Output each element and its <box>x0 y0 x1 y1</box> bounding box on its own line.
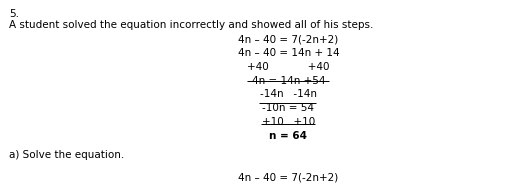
Text: 4n – 40 = 14n + 14: 4n – 40 = 14n + 14 <box>237 48 339 58</box>
Text: 5.: 5. <box>9 9 19 19</box>
Text: +40            +40: +40 +40 <box>247 62 330 72</box>
Text: a) Solve the equation.: a) Solve the equation. <box>9 150 125 160</box>
Text: +10   +10: +10 +10 <box>262 117 315 127</box>
Text: -10n = 54: -10n = 54 <box>263 103 314 113</box>
Text: n = 64: n = 64 <box>269 131 307 141</box>
Text: -14n   -14n: -14n -14n <box>260 89 317 99</box>
Text: 4n – 40 = 7(-2n+2): 4n – 40 = 7(-2n+2) <box>238 173 338 183</box>
Text: 4n = 14n +54: 4n = 14n +54 <box>252 76 325 86</box>
Text: 4n – 40 = 7(-2n+2): 4n – 40 = 7(-2n+2) <box>238 34 338 44</box>
Text: A student solved the equation incorrectly and showed all of his steps.: A student solved the equation incorrectl… <box>9 20 374 30</box>
